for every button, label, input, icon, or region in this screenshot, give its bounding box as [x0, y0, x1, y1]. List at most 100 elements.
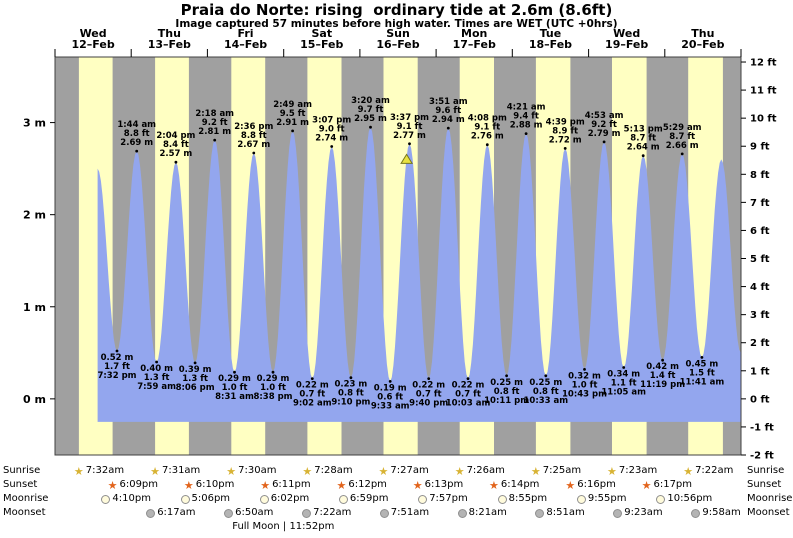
low-tide-m-label: 0.25 m — [490, 378, 523, 388]
sunset-star-icon: ★ — [107, 478, 118, 492]
sunset-event: ★ 6:16pm — [565, 479, 615, 491]
low-tide-ft-label: 0.7 ft — [299, 390, 325, 400]
moonrise-event: 9:55pm — [576, 493, 626, 505]
moonrise-event: 7:57pm — [418, 493, 468, 505]
astro-event-time: 7:31am — [161, 465, 201, 476]
y-axis-feet-label: 8 ft — [750, 170, 770, 181]
sunrise-event: ★ 7:31am — [150, 465, 200, 477]
high-tide-m-label: 2.74 m — [315, 134, 348, 144]
low-tide-ft-label: 1.1 ft — [611, 379, 637, 389]
y-axis-feet-label: 4 ft — [750, 282, 770, 293]
high-tide-ft-label: 9.5 ft — [280, 109, 306, 119]
y-axis-feet-label: 11 ft — [750, 86, 777, 97]
high-tide-m-label: 2.94 m — [432, 115, 465, 125]
tide-extremum-dot — [563, 147, 567, 150]
moonrise-event: 5:06pm — [180, 493, 230, 505]
high-tide-time-label: 5:13 pm — [624, 125, 663, 135]
high-tide-time-label: 4:39 pm — [546, 117, 585, 127]
astro-event-time: 6:02pm — [270, 493, 310, 504]
astro-event-time: 7:51am — [390, 507, 430, 518]
sunrise-event: ★ 7:23am — [607, 465, 657, 477]
high-tide-time-label: 5:29 am — [663, 123, 702, 133]
date-label: 20–Feb — [681, 38, 724, 51]
low-tide-time-label: 9:40 pm — [409, 399, 448, 409]
sunset-star-icon: ★ — [183, 478, 194, 492]
moonset-circle-icon — [379, 508, 389, 518]
tide-extremum-dot — [583, 368, 586, 371]
high-tide-ft-label: 9.0 ft — [319, 125, 345, 135]
day-label: Wed — [80, 27, 107, 40]
date-label: 15–Feb — [300, 38, 343, 51]
low-tide-time-label: 11:41 am — [680, 377, 725, 387]
astro-event-time: 9:58am — [702, 507, 741, 518]
astro-row-label-moonset-right: Moonset — [747, 507, 790, 518]
high-tide-time-label: 4:53 am — [585, 111, 624, 121]
high-tide-ft-label: 9.6 ft — [435, 106, 461, 116]
tide-extremum-dot — [524, 132, 528, 136]
low-tide-time-label: 10:03 am — [446, 399, 491, 409]
tide-extremum-dot — [349, 376, 353, 380]
high-tide-m-label: 2.81 m — [198, 127, 231, 137]
date-label: 19–Feb — [605, 38, 648, 51]
high-tide-time-label: 2:04 pm — [156, 131, 195, 141]
tide-extremum-dot — [174, 160, 178, 164]
moonset-circle-icon — [224, 508, 234, 518]
high-tide-m-label: 2.57 m — [160, 149, 193, 159]
tide-extremum-dot — [661, 358, 664, 362]
astro-row-label-moonrise-right: Moonrise — [747, 493, 793, 504]
moonset-event: 6:17am — [146, 507, 196, 519]
low-tide-ft-label: 0.8 ft — [338, 389, 364, 399]
y-axis-feet-label: 3 ft — [750, 310, 770, 321]
astro-event-time: 7:22am — [695, 465, 734, 476]
moonset-event: 8:21am — [457, 507, 507, 519]
astro-event-time: 4:10pm — [112, 493, 151, 504]
low-tide-ft-label: 1.3 ft — [182, 374, 208, 384]
date-label: 14–Feb — [224, 38, 267, 51]
sunrise-event: ★ 7:30am — [226, 465, 276, 477]
moonrise-circle-icon — [418, 494, 428, 504]
tide-extremum-dot — [602, 140, 606, 144]
date-label: 18–Feb — [529, 38, 572, 51]
sunset-star-icon: ★ — [260, 478, 271, 492]
tide-extremum-dot — [466, 377, 470, 380]
astro-event-time: 6:09pm — [119, 479, 159, 490]
astro-event-time: 8:51am — [546, 507, 585, 518]
full-moon-label: Full Moon | 11:52pm — [232, 521, 335, 532]
high-tide-ft-label: 9.4 ft — [513, 112, 539, 122]
tide-extremum-dot — [213, 138, 217, 142]
moonrise-event: 10:56pm — [656, 493, 712, 505]
moonrise-event: 8:55pm — [497, 493, 547, 505]
sunrise-star-icon: ★ — [226, 464, 237, 478]
high-tide-time-label: 4:08 pm — [468, 114, 507, 124]
y-axis-feet-label: 12 ft — [750, 58, 777, 69]
y-axis-feet-label: 1 ft — [750, 366, 770, 377]
high-tide-time-label: 1:44 am — [117, 120, 156, 130]
sunset-event: ★ 6:13pm — [413, 479, 463, 491]
y-axis-feet-label: 5 ft — [750, 254, 770, 265]
astro-event-time: 6:14pm — [500, 479, 540, 490]
low-tide-m-label: 0.25 m — [529, 378, 562, 388]
y-axis-feet-label: 9 ft — [750, 142, 770, 153]
astro-row-label-sunrise-right: Sunrise — [747, 465, 785, 476]
y-axis-feet-label: 7 ft — [750, 198, 770, 209]
low-tide-ft-label: 0.7 ft — [455, 390, 481, 400]
y-axis-meters-label: 2 m — [23, 209, 46, 222]
day-label: Thu — [691, 27, 714, 40]
moonrise-circle-icon — [259, 494, 269, 504]
high-tide-ft-label: 8.7 ft — [630, 134, 656, 144]
tide-extremum-dot — [155, 360, 159, 364]
moonset-event: 7:22am — [302, 507, 351, 519]
moonset-circle-icon — [691, 508, 701, 518]
astro-event-time: 7:23am — [618, 465, 658, 476]
low-tide-time-label: 8:38 pm — [253, 392, 292, 402]
sunrise-event: ★ 7:27am — [379, 465, 429, 477]
high-tide-m-label: 2.77 m — [393, 131, 426, 141]
moonset-circle-icon — [457, 508, 467, 518]
tide-area — [97, 127, 741, 422]
sunrise-event: ★ 7:32am — [74, 465, 124, 477]
astro-event-time: 7:25am — [542, 465, 582, 476]
astro-event-time: 6:10pm — [195, 479, 235, 490]
y-axis-feet-label: 0 ft — [750, 394, 770, 405]
